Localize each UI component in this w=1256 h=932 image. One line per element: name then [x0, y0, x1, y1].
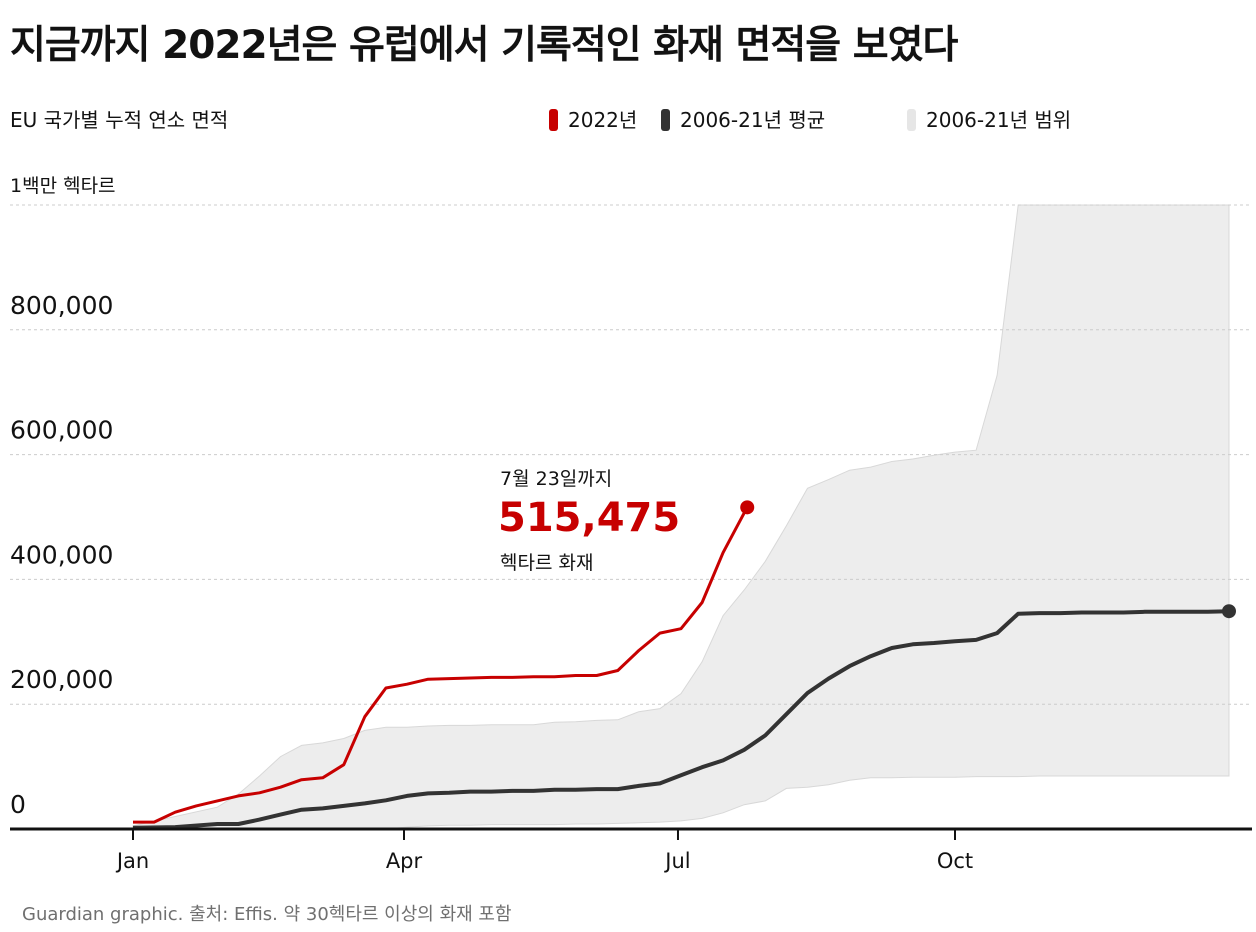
x-tick-label: Jan [115, 849, 149, 873]
legend-swatch-average [661, 109, 670, 131]
line-chart: 0 200,000 400,000 600,000 800,000 1백만 헥타르 Jan A… [10, 175, 1252, 873]
legend-item-2022: 2022년 [549, 104, 637, 133]
series-line-2022 [133, 506, 749, 824]
annotation-unit: 헥타르 화재 [500, 552, 593, 574]
legend-item-range: 2006-21년 범위 [907, 104, 1071, 133]
annotation-date: 7월 23일까지 [500, 468, 612, 490]
series-endpoint-average [1221, 604, 1236, 619]
chart-title: 지금까지 2022년은 유럽에서 기록적인 화재 면적을 보였다 [10, 23, 958, 68]
y-tick-label: 600,000 [10, 416, 113, 445]
legend-label-range: 2006-21년 범위 [926, 108, 1072, 132]
legend-swatch-2022 [549, 109, 558, 131]
y-tick-label: 800,000 [10, 291, 113, 320]
series-line-average [132, 609, 1230, 830]
chart-subtitle: EU 국가별 누적 연소 면적 [10, 108, 229, 132]
x-tick-label: Apr [386, 849, 423, 873]
x-tick-label: Jul [663, 849, 690, 873]
series-endpoint-2022 [740, 500, 755, 515]
legend-item-average: 2006-21년 평균 [661, 104, 825, 133]
source-footer: Guardian graphic. 출처: Effis. 약 30헥타르 이상의… [22, 904, 512, 925]
annotation-value: 515,475 [498, 495, 680, 541]
y-tick-label: 400,000 [10, 540, 113, 569]
y-tick-label: 1백만 헥타르 [10, 175, 116, 197]
legend-label-average: 2006-21년 평균 [680, 108, 826, 132]
legend-label-2022: 2022년 [568, 108, 638, 132]
y-tick-label: 200,000 [10, 665, 113, 694]
range-band [132, 204, 1230, 830]
x-tick-label: Oct [937, 849, 973, 873]
legend-swatch-range [907, 109, 916, 131]
y-tick-label: 0 [10, 790, 26, 819]
